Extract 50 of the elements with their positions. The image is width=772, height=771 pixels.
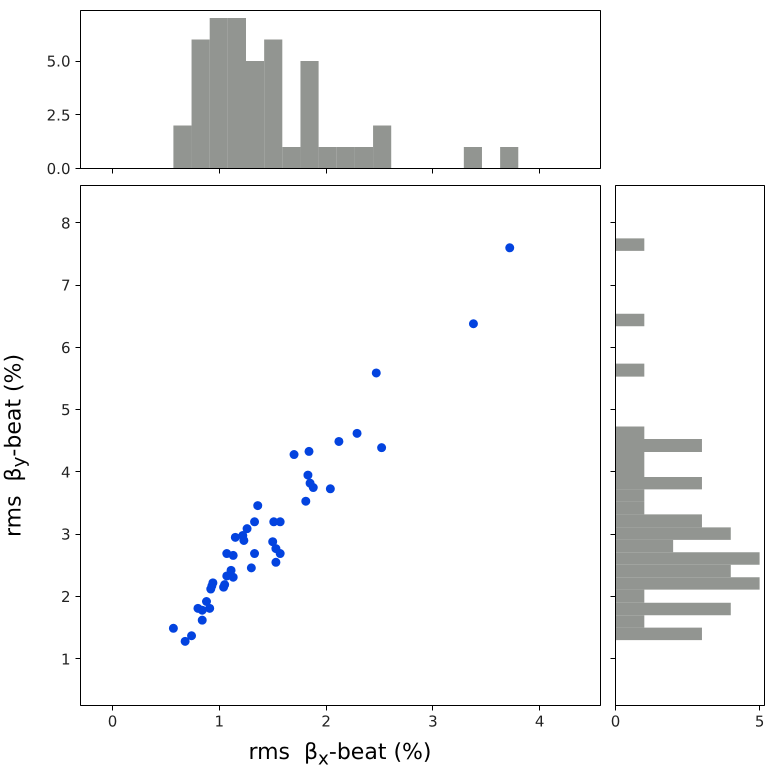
y-tick-label: 6 <box>60 338 71 357</box>
point <box>334 436 344 446</box>
point <box>228 550 238 560</box>
point <box>308 483 318 492</box>
point <box>202 597 211 606</box>
y-tick-label: 3 <box>60 526 71 544</box>
point <box>187 631 196 640</box>
y-tick-label: 1 <box>60 650 71 668</box>
x-tick-label: 0 <box>610 712 620 730</box>
point <box>198 616 207 625</box>
point <box>168 624 178 633</box>
x-tick-label: 2 <box>321 712 331 730</box>
point <box>326 484 335 494</box>
point <box>352 428 362 438</box>
point <box>268 537 278 546</box>
point <box>271 558 280 567</box>
point <box>468 319 478 328</box>
point <box>372 368 381 378</box>
point <box>276 549 285 558</box>
y-tick-label: 0.0 <box>46 160 71 178</box>
x-tick-label: 0 <box>108 712 118 730</box>
y-tick-label: 2 <box>60 588 71 606</box>
point <box>242 524 252 534</box>
point <box>230 532 240 542</box>
point <box>250 549 260 558</box>
point <box>198 606 207 615</box>
x-tick-label: 3 <box>428 712 438 730</box>
point <box>377 443 386 452</box>
point <box>180 636 190 646</box>
point <box>303 470 312 480</box>
point <box>246 563 256 572</box>
y-tick-label: 5 <box>60 401 71 420</box>
x-axis-title: rms β$_{x}$-beat (%) <box>248 739 432 771</box>
point <box>505 243 514 252</box>
point <box>290 450 299 460</box>
y-tick-label: 4 <box>60 463 71 482</box>
point <box>253 501 262 510</box>
y-tick-label: 5.0 <box>46 52 71 71</box>
x-tick-label: 5 <box>754 712 764 730</box>
y-tick-label: 7 <box>60 276 71 295</box>
x-tick-label: 1 <box>214 712 224 730</box>
y-tick-label: 8 <box>60 214 71 232</box>
x-tick-label: 4 <box>534 712 544 730</box>
point <box>228 572 238 582</box>
point <box>250 517 260 526</box>
point <box>301 496 310 506</box>
point <box>205 604 214 613</box>
y-tick-label: 2.5 <box>46 106 71 124</box>
point <box>226 566 236 575</box>
point <box>304 446 314 456</box>
